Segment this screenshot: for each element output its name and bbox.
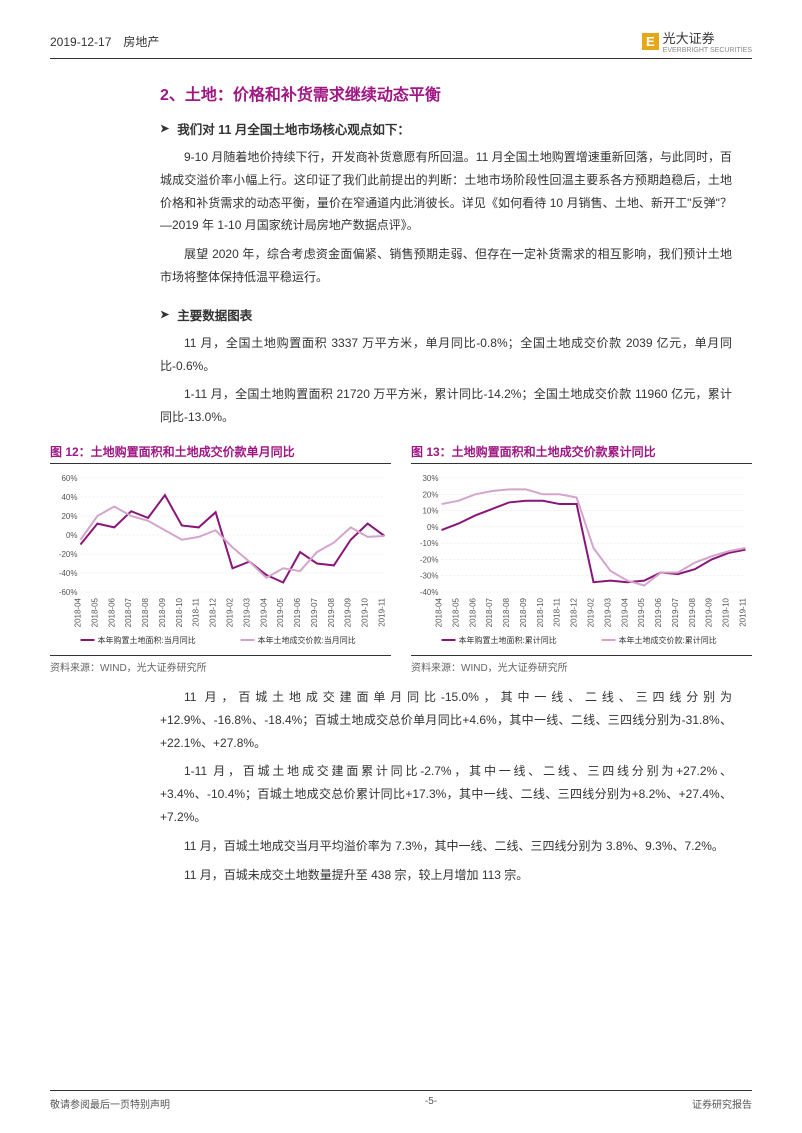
arrow-icon: ➤	[160, 122, 169, 135]
svg-text:2019-10: 2019-10	[722, 597, 731, 627]
svg-text:2019-08: 2019-08	[327, 597, 336, 627]
svg-text:2018-05: 2018-05	[451, 597, 460, 627]
chart-13-source: 资料来源：WIND，光大证券研究所	[411, 655, 752, 674]
chart-13: 图 13：土地购置面积和土地成交价款累计同比 -40% -30% -20% -10% 0…	[411, 443, 752, 674]
svg-text:2019-07: 2019-07	[671, 597, 680, 627]
svg-text:2018-10: 2018-10	[175, 597, 184, 627]
section-title: 2、土地：价格和补货需求继续动态平衡	[160, 81, 752, 105]
svg-text:2019-05: 2019-05	[637, 597, 646, 627]
svg-text:2019-06: 2019-06	[293, 597, 302, 627]
chart-12-source: 资料来源：WIND，光大证券研究所	[50, 655, 391, 674]
svg-text:2019-05: 2019-05	[276, 597, 285, 627]
svg-text:10%: 10%	[422, 507, 438, 516]
svg-text:本年购置土地面积:累计同比: 本年购置土地面积:累计同比	[459, 635, 557, 645]
svg-text:2019-08: 2019-08	[688, 597, 697, 627]
svg-text:2018-07: 2018-07	[124, 597, 133, 627]
paragraph-6: 1-11 月，百城土地成交建面累计同比-2.7%，其中一线、二线、三四线分别为+…	[160, 760, 732, 828]
svg-text:2018-04: 2018-04	[435, 597, 444, 627]
paragraph-4: 1-11 月，全国土地购置面积 21720 万平方米，累计同比-14.2%；全国…	[160, 383, 732, 429]
svg-text:-10%: -10%	[420, 539, 439, 548]
chart-12-title: 图 12：土地购置面积和土地成交价款单月同比	[50, 443, 391, 464]
svg-text:2018-06: 2018-06	[107, 597, 116, 627]
svg-text:-40%: -40%	[59, 569, 78, 578]
svg-text:2018-04: 2018-04	[74, 597, 83, 627]
paragraph-8: 11 月，百城未成交土地数量提升至 438 宗，较上月增加 113 宗。	[160, 864, 732, 887]
paragraph-2: 展望 2020 年，综合考虑资金面偏紧、销售预期走弱、但存在一定补货需求的相互影…	[160, 243, 732, 289]
svg-text:2018-12: 2018-12	[570, 597, 579, 627]
svg-text:-60%: -60%	[59, 588, 78, 597]
paragraph-3: 11 月，全国土地购置面积 3337 万平方米，单月同比-0.8%；全国土地成交…	[160, 332, 732, 378]
svg-text:40%: 40%	[61, 493, 77, 502]
charts-container: 图 12：土地购置面积和土地成交价款单月同比 -60% -40% -20% 0% 20%…	[50, 443, 752, 674]
svg-text:本年土地成交价款:当月同比: 本年土地成交价款:当月同比	[258, 635, 356, 645]
svg-text:2018-08: 2018-08	[502, 597, 511, 627]
svg-text:2019-10: 2019-10	[361, 597, 370, 627]
bullet-head-1: ➤ 我们对 11 月全国土地市场核心观点如下：	[160, 119, 732, 138]
svg-text:2018-05: 2018-05	[90, 597, 99, 627]
svg-text:2018-12: 2018-12	[209, 597, 218, 627]
svg-text:2019-11: 2019-11	[739, 597, 748, 626]
chart-13-svg: -40% -30% -20% -10% 0% 10% 20% 30% 2018-04 2018-0…	[411, 470, 752, 650]
svg-text:2019-04: 2019-04	[620, 597, 629, 627]
header-date-category: 2019-12-17 房地产	[50, 33, 159, 50]
svg-text:20%: 20%	[61, 512, 77, 521]
chart-12: 图 12：土地购置面积和土地成交价款单月同比 -60% -40% -20% 0% 20%…	[50, 443, 391, 674]
paragraph-7: 11 月，百城土地成交当月平均溢价率为 7.3%，其中一线、二线、三四线分别为 …	[160, 835, 732, 858]
footer-right: 证券研究报告	[692, 1096, 752, 1111]
page-header: 2019-12-17 房地产 E 光大证券 EVERBRIGHT SECURIT…	[50, 28, 752, 59]
svg-text:-40%: -40%	[420, 588, 439, 597]
svg-text:2019-03: 2019-03	[603, 597, 612, 627]
chart-12-svg: -60% -40% -20% 0% 20% 40% 60% 2018-04 2018-05 201…	[50, 470, 391, 650]
logo-main-text: 光大证券	[663, 31, 715, 46]
svg-text:本年购置土地面积:当月同比: 本年购置土地面积:当月同比	[98, 635, 196, 645]
bullet-head-2-text: 主要数据图表	[177, 305, 252, 324]
svg-text:2019-09: 2019-09	[705, 597, 714, 627]
page-footer: 敬请参阅最后一页特别声明 -5- 证券研究报告	[50, 1090, 752, 1111]
chart-13-title: 图 13：土地购置面积和土地成交价款累计同比	[411, 443, 752, 464]
svg-text:-20%: -20%	[59, 550, 78, 559]
svg-text:2019-07: 2019-07	[310, 597, 319, 627]
svg-text:2019-02: 2019-02	[587, 597, 596, 627]
bullet-head-2: ➤ 主要数据图表	[160, 305, 732, 324]
paragraph-1: 9-10 月随着地价持续下行，开发商补货意愿有所回温。11 月全国土地购置增速重…	[160, 146, 732, 237]
svg-text:2019-04: 2019-04	[259, 597, 268, 627]
svg-text:0%: 0%	[66, 531, 78, 540]
svg-text:2018-11: 2018-11	[192, 597, 201, 626]
svg-text:2018-10: 2018-10	[536, 597, 545, 627]
footer-center: -5-	[425, 1096, 437, 1111]
arrow-icon: ➤	[160, 308, 169, 321]
svg-text:-30%: -30%	[420, 572, 439, 581]
svg-text:2018-09: 2018-09	[158, 597, 167, 627]
paragraph-5: 11 月，百城土地成交建面单月同比-15.0%，其中一线、二线、三四线分别为+1…	[160, 686, 732, 754]
svg-text:30%: 30%	[422, 474, 438, 483]
svg-text:2018-11: 2018-11	[553, 597, 562, 626]
svg-text:本年土地成交价款:累计同比: 本年土地成交价款:累计同比	[619, 635, 717, 645]
logo: E 光大证券 EVERBRIGHT SECURITIES	[642, 28, 752, 54]
svg-text:2019-09: 2019-09	[344, 597, 353, 627]
svg-text:2018-06: 2018-06	[468, 597, 477, 627]
svg-text:2018-09: 2018-09	[519, 597, 528, 627]
svg-text:60%: 60%	[61, 474, 77, 483]
logo-sub-text: EVERBRIGHT SECURITIES	[663, 47, 752, 54]
svg-text:2019-03: 2019-03	[242, 597, 251, 627]
svg-text:2019-11: 2019-11	[378, 597, 387, 626]
svg-text:20%: 20%	[422, 490, 438, 499]
logo-icon: E	[642, 33, 659, 50]
svg-text:-20%: -20%	[420, 555, 439, 564]
svg-text:2019-06: 2019-06	[654, 597, 663, 627]
svg-text:0%: 0%	[427, 523, 439, 532]
svg-text:2018-07: 2018-07	[485, 597, 494, 627]
svg-text:2019-02: 2019-02	[226, 597, 235, 627]
svg-text:2018-08: 2018-08	[141, 597, 150, 627]
bullet-head-1-text: 我们对 11 月全国土地市场核心观点如下：	[177, 119, 410, 138]
footer-left: 敬请参阅最后一页特别声明	[50, 1096, 170, 1111]
